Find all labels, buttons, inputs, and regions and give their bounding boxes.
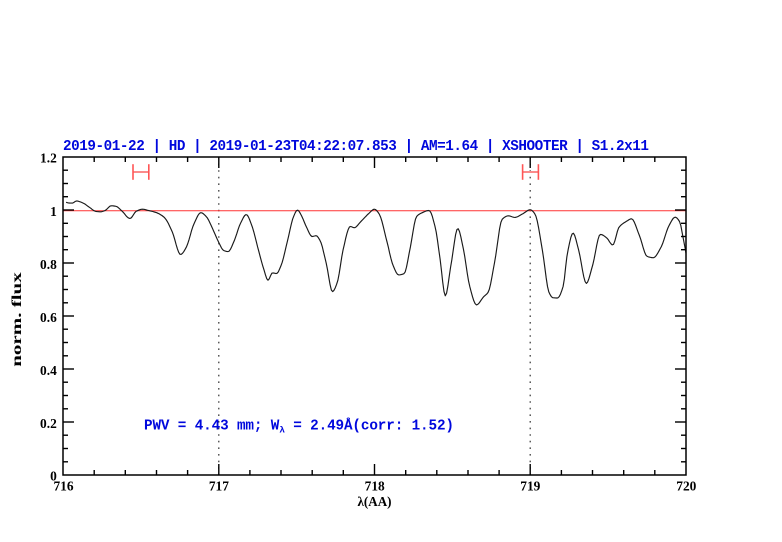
- svg-text:716: 716: [53, 479, 73, 494]
- svg-text:norm. flux: norm. flux: [9, 272, 24, 367]
- svg-text:0.8: 0.8: [40, 257, 57, 272]
- svg-text:0: 0: [50, 469, 57, 484]
- svg-text:719: 719: [520, 479, 540, 494]
- svg-text:1: 1: [50, 204, 57, 219]
- svg-text:λ(AA): λ(AA): [358, 494, 392, 509]
- svg-text:718: 718: [365, 479, 385, 494]
- svg-text:0.6: 0.6: [40, 310, 57, 325]
- svg-text:1.2: 1.2: [40, 151, 57, 166]
- svg-text:0.2: 0.2: [40, 416, 57, 431]
- svg-text:PWV = 4.43 mm; Wλ = 2.49Å(corr: PWV = 4.43 mm; Wλ = 2.49Å(corr: 1.52): [144, 418, 454, 436]
- svg-text:720: 720: [676, 479, 696, 494]
- svg-text:717: 717: [209, 479, 229, 494]
- svg-text:2019-01-22 | HD | 2019-01-23T0: 2019-01-22 | HD | 2019-01-23T04:22:07.85…: [63, 139, 649, 155]
- svg-text:0.4: 0.4: [40, 363, 57, 378]
